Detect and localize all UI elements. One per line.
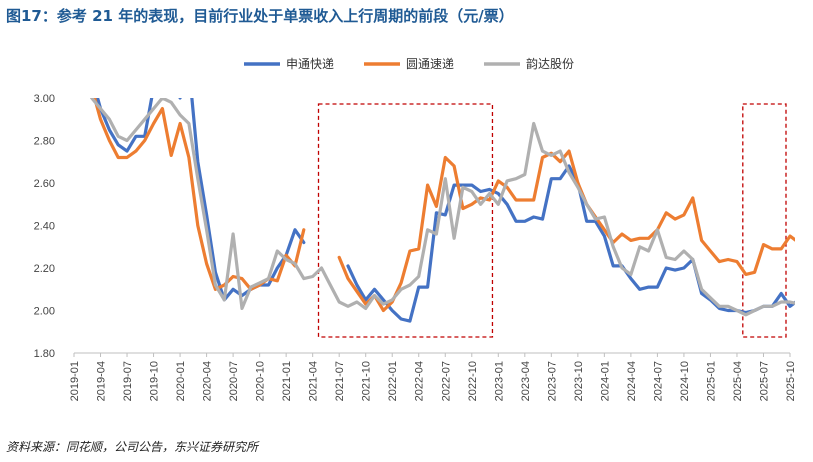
x-tick-label: 2020-01: [175, 361, 187, 401]
series-line: [89, 98, 795, 317]
x-tick-label: 2019-01: [69, 361, 81, 401]
chart-legend: 申通快递 圆通速递 韵达股份: [244, 56, 574, 71]
x-tick-label: 2024-07: [652, 361, 664, 401]
x-tick-label: 2019-10: [149, 361, 161, 401]
x-tick-label: 2019-07: [122, 361, 134, 401]
x-tick-label: 2025-04: [732, 361, 744, 401]
x-tick-label: 2023-04: [520, 361, 532, 401]
x-tick-label: 2023-01: [493, 361, 505, 401]
y-tick-label: 2.00: [34, 306, 55, 318]
legend-label: 圆通速递: [406, 57, 454, 71]
x-tick-label: 2024-01: [599, 361, 611, 401]
series-line: [95, 98, 795, 323]
series-lines: [89, 98, 795, 323]
x-axis: 2019-01 2019-04 2019-07 2019-10 2020-01 2020-…: [69, 352, 797, 401]
x-tick-label: 2022-07: [440, 361, 452, 401]
x-tick-label: 2022-10: [467, 361, 479, 401]
x-tick-label: 2023-10: [573, 361, 585, 401]
x-tick-label: 2024-04: [626, 361, 638, 401]
x-tick-label: 2021-01: [281, 361, 293, 401]
y-tick-label: 2.80: [34, 136, 55, 148]
x-tick-label: 2020-07: [228, 361, 240, 401]
legend-label: 韵达股份: [526, 56, 574, 71]
x-tick-label: 2022-01: [387, 361, 399, 401]
x-tick-label: 2019-04: [96, 361, 108, 401]
y-tick-label: 2.20: [34, 263, 55, 275]
x-tick-label: 2022-04: [414, 361, 426, 401]
source-note: 资料来源：同花顺，公司公告，东兴证券研究所: [6, 440, 259, 454]
x-tick-label: 2023-07: [546, 361, 558, 401]
highlight-box: [742, 103, 787, 338]
y-tick-label: 2.60: [34, 178, 55, 190]
x-tick-label: 2021-10: [361, 361, 373, 401]
x-tick-label: 2025-10: [785, 361, 797, 401]
y-tick-label: 1.80: [34, 348, 55, 360]
y-tick-label: 3.00: [34, 93, 55, 105]
x-tick-label: 2025-07: [758, 361, 770, 401]
x-tick-label: 2020-10: [255, 361, 267, 401]
y-tick-label: 2.40: [34, 221, 55, 233]
chart-title: 图17：参考 21 年的表现，目前行业处于单票收入上行周期的前段（元/票）: [6, 7, 514, 25]
x-tick-label: 2021-04: [308, 361, 320, 401]
y-axis: 1.80 2.00 2.20 2.40 2.60 2.80 3.00: [34, 93, 55, 360]
legend-label: 申通快递: [286, 57, 334, 71]
x-tick-label: 2024-10: [679, 361, 691, 401]
x-tick-label: 2025-01: [705, 361, 717, 401]
highlight-boxes: [317, 103, 787, 338]
x-tick-label: 2020-04: [202, 361, 214, 401]
highlight-box: [317, 103, 494, 338]
x-tick-label: 2021-07: [334, 361, 346, 401]
